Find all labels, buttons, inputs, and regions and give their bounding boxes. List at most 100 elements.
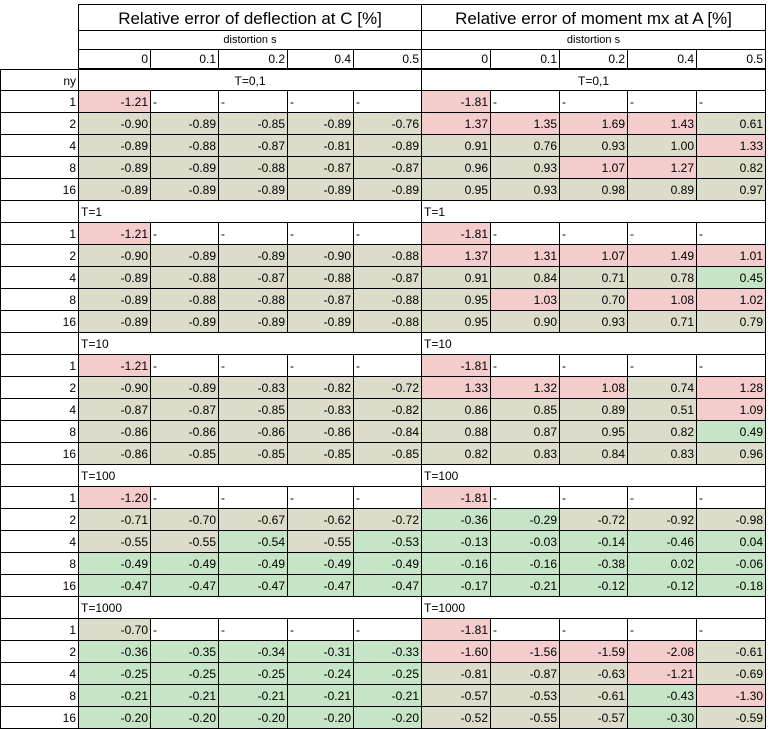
ny-value: 2 bbox=[0, 245, 78, 267]
right-value-cell: - bbox=[696, 223, 766, 245]
ny-value: 8 bbox=[0, 553, 78, 575]
right-value-cell: 0.93 bbox=[559, 135, 627, 157]
left-value-cell: -1.20 bbox=[78, 487, 150, 509]
right-value-cell: 1.08 bbox=[559, 377, 627, 399]
right-s-header: 0.4 bbox=[627, 50, 696, 69]
right-value-cell: 1.69 bbox=[559, 113, 627, 135]
left-value-cell: -0.20 bbox=[78, 707, 150, 729]
right-value-cell: -0.92 bbox=[627, 509, 696, 531]
right-value-cell: 0.87 bbox=[490, 421, 559, 443]
ny-value: 1 bbox=[0, 223, 78, 245]
left-value-cell: -0.90 bbox=[78, 245, 150, 267]
left-value-cell: -0.62 bbox=[287, 509, 353, 531]
left-value-cell: -1.21 bbox=[78, 91, 150, 113]
right-value-cell: - bbox=[490, 223, 559, 245]
ny-value: 8 bbox=[0, 421, 78, 443]
left-value-cell: -0.82 bbox=[287, 377, 353, 399]
ny-value: 1 bbox=[0, 91, 78, 113]
right-value-cell: 0.90 bbox=[490, 311, 559, 333]
left-s-header: 0.2 bbox=[218, 50, 287, 69]
left-value-cell: -0.89 bbox=[218, 311, 287, 333]
left-value-cell: -0.81 bbox=[287, 135, 353, 157]
right-value-cell: -0.69 bbox=[696, 663, 766, 685]
right-value-cell: -0.46 bbox=[627, 531, 696, 553]
right-value-cell: - bbox=[696, 487, 766, 509]
right-value-cell: - bbox=[559, 223, 627, 245]
right-value-cell: -0.16 bbox=[490, 553, 559, 575]
left-value-cell: - bbox=[150, 355, 218, 377]
right-value-cell: - bbox=[559, 487, 627, 509]
left-value-cell: -0.87 bbox=[287, 157, 353, 179]
left-value-cell: -0.55 bbox=[78, 531, 150, 553]
left-value-cell: -0.25 bbox=[78, 663, 150, 685]
right-value-cell: 0.02 bbox=[627, 553, 696, 575]
left-value-cell: -0.34 bbox=[218, 641, 287, 663]
left-value-cell: - bbox=[218, 223, 287, 245]
empty-cell bbox=[353, 333, 421, 355]
left-value-cell: -0.83 bbox=[218, 377, 287, 399]
empty-cell bbox=[353, 201, 421, 223]
row-label-ny: ny bbox=[0, 69, 78, 91]
right-value-cell: 0.82 bbox=[696, 157, 766, 179]
left-value-cell: -0.88 bbox=[353, 289, 421, 311]
left-value-cell: -0.86 bbox=[218, 421, 287, 443]
left-value-cell: - bbox=[218, 91, 287, 113]
left-value-cell: -0.21 bbox=[287, 685, 353, 707]
left-value-cell: -0.87 bbox=[353, 157, 421, 179]
left-value-cell: -0.89 bbox=[78, 267, 150, 289]
empty-cell bbox=[559, 333, 627, 355]
left-value-cell: -0.49 bbox=[78, 553, 150, 575]
left-value-cell: -0.88 bbox=[150, 135, 218, 157]
empty-cell bbox=[627, 597, 696, 619]
left-s-header: 0.5 bbox=[353, 50, 421, 69]
empty-cell bbox=[287, 597, 353, 619]
right-value-cell: 0.71 bbox=[559, 267, 627, 289]
empty-cell bbox=[490, 465, 559, 487]
left-value-cell: -0.72 bbox=[353, 377, 421, 399]
right-value-cell: 0.95 bbox=[421, 179, 490, 201]
right-value-cell: 0.93 bbox=[490, 179, 559, 201]
left-value-cell: -0.70 bbox=[150, 509, 218, 531]
left-value-cell: -0.89 bbox=[150, 157, 218, 179]
left-value-cell: -0.85 bbox=[218, 443, 287, 465]
left-value-cell: -0.55 bbox=[150, 531, 218, 553]
left-value-cell: -0.82 bbox=[353, 399, 421, 421]
right-value-cell: - bbox=[559, 355, 627, 377]
right-value-cell: 0.76 bbox=[490, 135, 559, 157]
right-value-cell: - bbox=[627, 223, 696, 245]
left-value-cell: -0.89 bbox=[287, 113, 353, 135]
left-value-cell: -0.49 bbox=[353, 553, 421, 575]
right-value-cell: 0.04 bbox=[696, 531, 766, 553]
right-value-cell: - bbox=[627, 91, 696, 113]
right-value-cell: -1.56 bbox=[490, 641, 559, 663]
left-value-cell: -0.88 bbox=[353, 311, 421, 333]
right-value-cell: 0.85 bbox=[490, 399, 559, 421]
left-value-cell: -0.49 bbox=[150, 553, 218, 575]
right-value-cell: -1.59 bbox=[559, 641, 627, 663]
right-value-cell: 1.09 bbox=[696, 399, 766, 421]
left-value-cell: -0.86 bbox=[150, 421, 218, 443]
left-value-cell: -0.85 bbox=[218, 113, 287, 135]
right-value-cell: -1.30 bbox=[696, 685, 766, 707]
right-value-cell: 1.32 bbox=[490, 377, 559, 399]
left-block-label: T=1000 bbox=[78, 597, 150, 619]
empty-cell bbox=[559, 201, 627, 223]
left-value-cell: -0.84 bbox=[353, 421, 421, 443]
left-value-cell: -0.88 bbox=[287, 267, 353, 289]
left-value-cell: -0.83 bbox=[287, 399, 353, 421]
ny-value: 1 bbox=[0, 355, 78, 377]
left-value-cell: -0.71 bbox=[78, 509, 150, 531]
left-value-cell: -0.36 bbox=[78, 641, 150, 663]
empty-cell bbox=[627, 201, 696, 223]
left-value-cell: -0.33 bbox=[353, 641, 421, 663]
row-label-empty bbox=[0, 465, 78, 487]
left-value-cell: -0.47 bbox=[150, 575, 218, 597]
left-block-label: T=10 bbox=[78, 333, 150, 355]
left-value-cell: -1.21 bbox=[78, 223, 150, 245]
right-value-cell: -2.08 bbox=[627, 641, 696, 663]
left-value-cell: -0.86 bbox=[287, 421, 353, 443]
right-value-cell: 0.79 bbox=[696, 311, 766, 333]
left-value-cell: -0.20 bbox=[353, 707, 421, 729]
left-value-cell: -0.53 bbox=[353, 531, 421, 553]
ny-value: 4 bbox=[0, 663, 78, 685]
